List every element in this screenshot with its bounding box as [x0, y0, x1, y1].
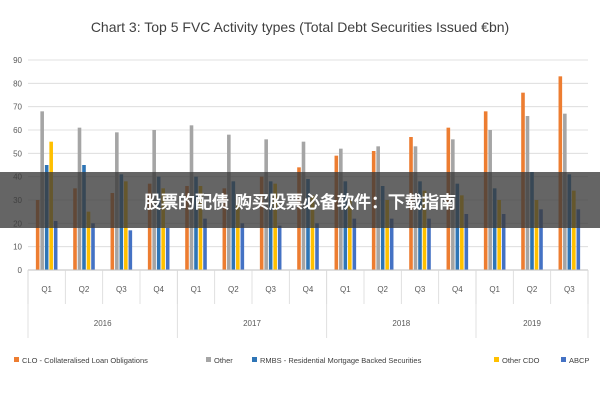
bar-othercdo-12 [497, 200, 501, 270]
bar-othercdo-1 [86, 211, 91, 270]
y-tick-label: 60 [13, 126, 22, 135]
bar-abcp-9 [389, 218, 394, 270]
y-tick-label: 0 [18, 266, 23, 275]
bar-rmbs-12 [492, 188, 497, 270]
overlay-banner-background [0, 172, 600, 228]
bar-othercdo-5 [236, 200, 240, 270]
bar-othercdo-14 [572, 190, 576, 270]
x-group-label: 2019 [523, 319, 541, 328]
legend-label-other: Other [214, 356, 233, 365]
bar-clo-0 [35, 200, 40, 270]
bar-clo-5 [222, 188, 227, 270]
x-axis: Q1 Q2 Q3 Q4 Q1 Q2 Q3 Q4 Q1 Q2 Q3 Q4 Q1 Q2 Q3 2016 2017 20… [27, 269, 589, 338]
x-group-label: 2018 [392, 319, 410, 328]
y-tick-label: 70 [13, 103, 22, 112]
legend-label-othercdo: Other CDO [502, 356, 540, 365]
y-tick-label: 50 [13, 149, 22, 158]
x-tick-label: Q1 [340, 285, 351, 294]
bar-abcp-5 [240, 223, 245, 270]
bar-othercdo-11 [460, 195, 464, 270]
legend-label-abcp: ABCP [569, 356, 589, 365]
y-tick-label: 10 [13, 243, 22, 252]
bar-abcp-4 [203, 218, 207, 270]
bar-othercdo-9 [385, 200, 389, 270]
bar-othercdo-13 [534, 200, 539, 270]
bar-abcp-10 [427, 218, 431, 270]
legend-swatch-othercdo [494, 357, 499, 362]
bar-abcp-1 [91, 223, 95, 270]
legend-label-clo: CLO - Collateralised Loan Obligations [22, 356, 148, 365]
legend-swatch-rmbs [252, 357, 257, 362]
bar-othercdo-10 [422, 190, 427, 270]
y-tick-label: 80 [13, 79, 22, 88]
legend-swatch-clo [14, 357, 19, 362]
x-tick-label: Q2 [228, 285, 239, 294]
x-tick-label: Q3 [564, 285, 575, 294]
x-tick-label: Q4 [153, 285, 164, 294]
y-axis-ticks: 0102030405060708090 [13, 56, 22, 275]
overlay-banner-text: 股票的配债 购买股票必备软件：下载指南 [144, 192, 456, 213]
overlay-banner: 股票的配债 购买股票必备软件：下载指南 [0, 172, 600, 228]
x-tick-label: Q4 [303, 285, 314, 294]
bar-abcp-2 [128, 230, 133, 270]
x-tick-label: Q1 [41, 285, 52, 294]
bar-abcp-11 [464, 214, 469, 270]
x-group-label: 2016 [94, 319, 112, 328]
x-tick-label: Q1 [191, 285, 202, 294]
bar-clo-1 [73, 188, 77, 270]
legend: CLO - Collateralised Loan Obligations Oth… [14, 356, 589, 365]
legend-swatch-other [206, 357, 211, 362]
bar-abcp-14 [576, 209, 581, 270]
bar-abcp-0 [53, 221, 58, 270]
x-group-label: 2017 [243, 319, 261, 328]
bar-abcp-3 [165, 228, 170, 270]
chart-title: Chart 3: Top 5 FVC Activity types (Total… [91, 19, 509, 35]
bar-othercdo-7 [310, 195, 315, 270]
bar-othercdo-3 [161, 188, 165, 270]
bar-othercdo-8 [348, 200, 352, 270]
y-tick-label: 90 [13, 56, 22, 65]
bar-clo-2 [110, 193, 115, 270]
bar-abcp-13 [539, 209, 543, 270]
x-tick-label: Q3 [265, 285, 276, 294]
bar-abcp-7 [315, 223, 319, 270]
x-tick-label: Q3 [116, 285, 127, 294]
x-tick-label: Q4 [452, 285, 463, 294]
x-tick-label: Q2 [527, 285, 538, 294]
x-tick-label: Q1 [489, 285, 500, 294]
legend-swatch-abcp [561, 357, 566, 362]
bar-abcp-8 [352, 218, 357, 270]
bar-abcp-12 [501, 214, 506, 270]
x-tick-label: Q2 [377, 285, 388, 294]
bar-abcp-6 [277, 225, 282, 270]
x-tick-label: Q2 [79, 285, 90, 294]
x-tick-label: Q3 [415, 285, 426, 294]
legend-label-rmbs: RMBS - Residential Mortgage Backed Secur… [260, 356, 422, 365]
